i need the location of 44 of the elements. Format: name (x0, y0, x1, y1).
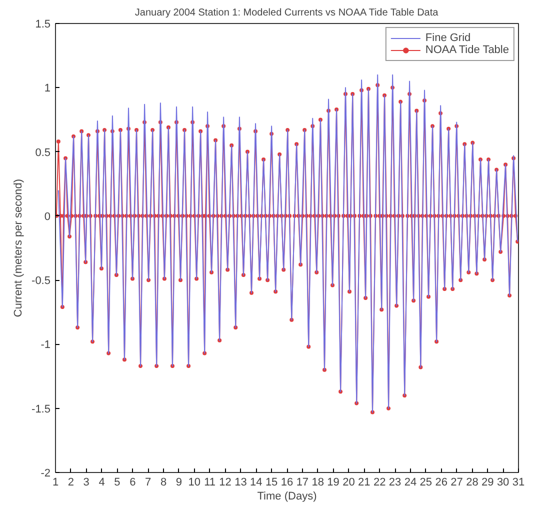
x-tick-label: 25 (420, 476, 432, 488)
x-tick-label: 18 (312, 476, 324, 488)
x-tick-label: 17 (296, 476, 309, 488)
x-tick-label: 31 (512, 476, 525, 488)
legend-label: Fine Grid (425, 32, 471, 44)
x-tick-label: 30 (496, 476, 510, 488)
x-tick-label: 7 (145, 476, 152, 488)
chart-title: January 2004 Station 1: Modeled Currents vs NOAA Tide Table Data (134, 8, 439, 18)
x-tick-label: 16 (280, 476, 294, 488)
y-tick-label: -2 (40, 468, 50, 480)
x-tick-label: 27 (450, 476, 463, 488)
x-tick-label: 24 (404, 476, 417, 488)
x-tick-label: 14 (250, 476, 262, 488)
x-axis-title: Time (Days) (257, 490, 317, 502)
x-tick-label: 12 (219, 476, 232, 488)
y-tick-label: -1.5 (32, 403, 51, 416)
x-tick-label: 22 (373, 476, 386, 488)
x-tick-label: 28 (466, 476, 478, 488)
x-tick-label: 29 (482, 476, 494, 488)
x-tick-label: 8 (160, 476, 167, 488)
y-tick-label: -1 (40, 339, 50, 352)
x-tick-label: 1 (52, 476, 59, 488)
x-tick-label: 23 (388, 476, 402, 488)
x-tick-label: 5 (114, 476, 120, 488)
legend-label: NOAA Tide Table (425, 44, 509, 56)
y-tick-label: -0.5 (32, 275, 51, 288)
x-tick-label: 6 (130, 476, 136, 488)
x-tick-label: 19 (327, 476, 340, 488)
x-tick-label: 13 (234, 476, 247, 488)
x-tick-label: 15 (265, 476, 278, 488)
y-tick-label: 1 (44, 82, 51, 95)
x-tick-label: 21 (358, 476, 370, 488)
x-tick-label: 20 (342, 476, 355, 488)
y-tick-label: 0.5 (35, 146, 51, 159)
x-tick-label: 26 (435, 476, 448, 488)
x-tick-label: 3 (83, 476, 90, 488)
x-tick-label: 10 (188, 476, 201, 488)
y-tick-label: 0 (44, 210, 51, 223)
y-tick-label: 1.5 (35, 18, 51, 30)
x-tick-label: 2 (68, 476, 74, 488)
x-tick-label: 11 (204, 476, 216, 488)
x-tick-label: 9 (176, 476, 182, 488)
x-tick-label: 4 (98, 476, 105, 488)
y-axis-title: Current (meters per second) (12, 178, 25, 318)
